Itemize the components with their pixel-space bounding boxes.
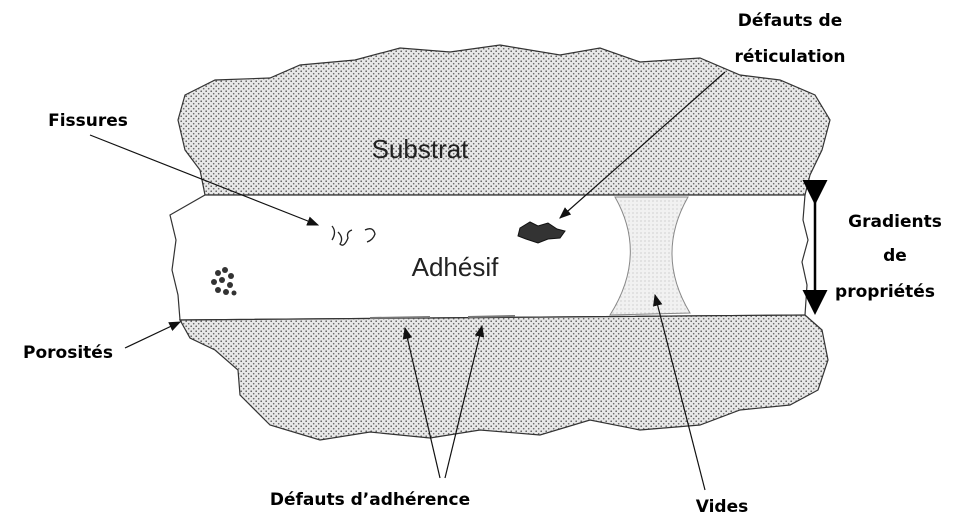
label: de xyxy=(883,246,907,266)
top-substrate xyxy=(178,45,830,195)
label: propriétés xyxy=(835,282,935,302)
bottom-substrate xyxy=(180,315,828,440)
arrow xyxy=(125,322,180,348)
label: Substrat xyxy=(372,134,470,164)
adhesion-defect xyxy=(370,317,430,318)
label: Défauts d’adhérence xyxy=(270,490,470,510)
adhesion-defect xyxy=(468,316,515,317)
label: réticulation xyxy=(734,47,845,67)
label: Défauts de xyxy=(738,11,842,31)
label: Vides xyxy=(696,497,749,517)
diagram: Défauts de réticulation Fissures Substra… xyxy=(0,0,962,522)
label: Fissures xyxy=(48,111,128,131)
label: Porosités xyxy=(23,343,113,363)
label: Gradients xyxy=(848,212,942,232)
label: Adhésif xyxy=(412,252,499,282)
